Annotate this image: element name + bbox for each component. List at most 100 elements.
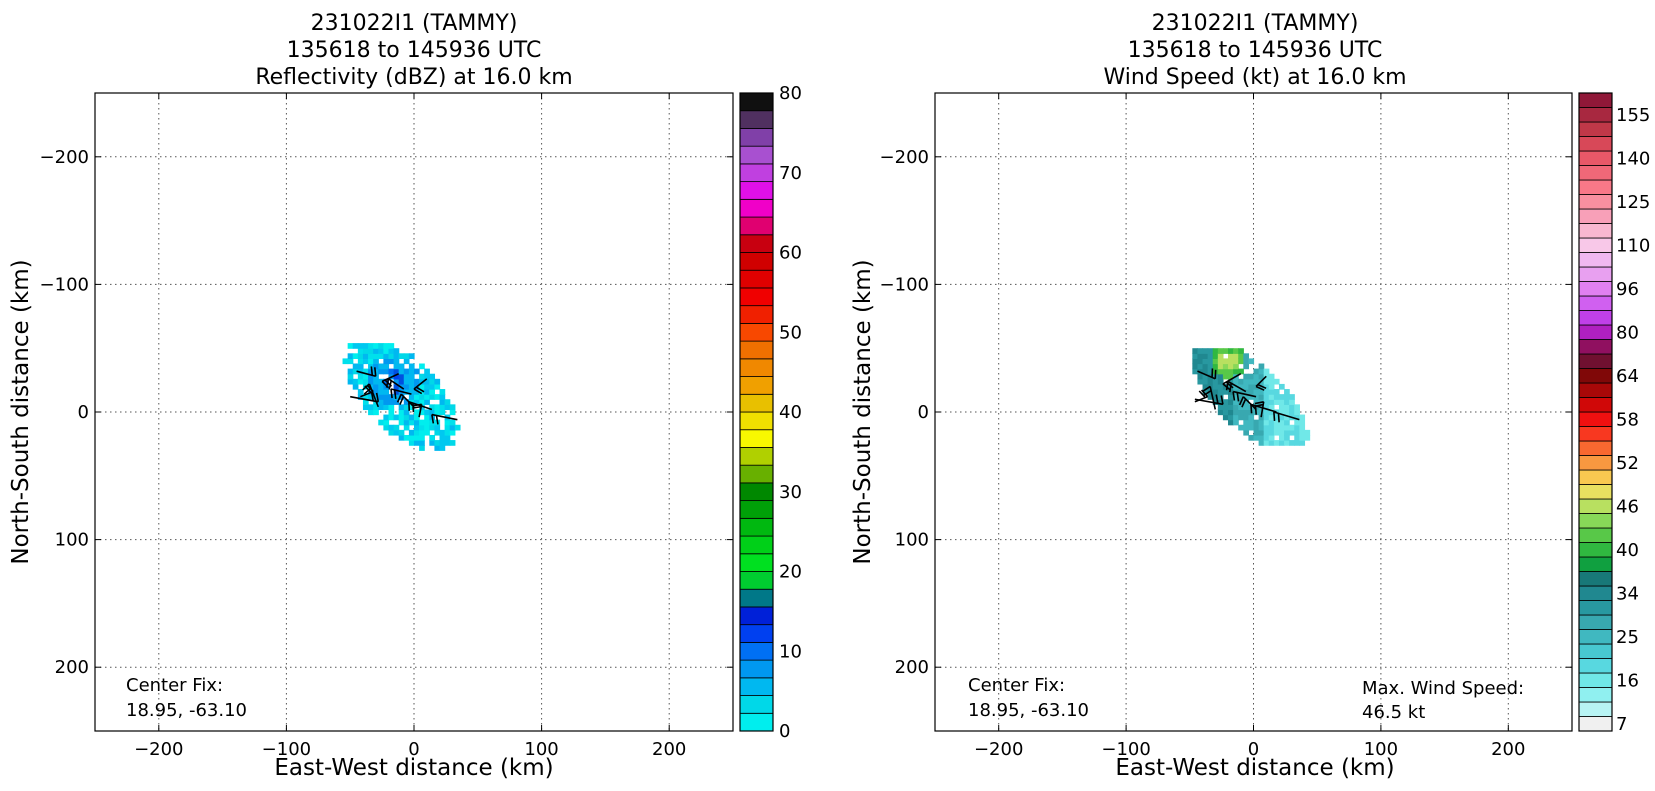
reflectivity-cell	[404, 415, 410, 421]
wind-speed-cell	[1279, 425, 1285, 431]
wind-speed-cell	[1248, 389, 1254, 395]
reflectivity-cell	[348, 358, 354, 364]
reflectivity-cell	[378, 399, 384, 405]
reflectivity-cell	[353, 364, 359, 370]
reflectivity-title-line3: Reflectivity (dBZ) at 16.0 km	[255, 65, 572, 90]
wind-speed-cell	[1294, 409, 1300, 415]
reflectivity-cell	[434, 394, 440, 400]
wind-speed-cell	[1197, 364, 1203, 370]
wind-speed-cell	[1269, 435, 1275, 441]
wind-speed-cell	[1228, 415, 1234, 421]
colorbar-segment	[1579, 485, 1612, 500]
colorbar-segment	[740, 536, 773, 554]
y-tick-label: −100	[880, 274, 929, 295]
wind-speed-cell	[1264, 440, 1270, 446]
reflectivity-cell	[399, 404, 405, 410]
reflectivity-cell	[434, 384, 440, 390]
colorbar-segment	[1579, 543, 1612, 558]
colorbar-segment	[1579, 601, 1612, 616]
colorbar-segment	[740, 572, 773, 590]
colorbar-tick-label: 60	[779, 243, 802, 264]
wind-speed-cell	[1208, 348, 1214, 354]
wind-speed-cell	[1218, 379, 1224, 385]
wind-speed-cell	[1254, 420, 1260, 426]
colorbar-segment	[1579, 369, 1612, 384]
reflectivity-cell	[383, 358, 389, 364]
reflectivity-cell	[404, 425, 410, 431]
wind-speed-cell	[1264, 389, 1270, 395]
reflectivity-cell	[348, 374, 354, 380]
reflectivity-cell	[445, 425, 451, 431]
wind-speed-cell	[1238, 353, 1244, 359]
wind-speed-cell	[1289, 440, 1295, 446]
reflectivity-cell	[424, 369, 430, 375]
reflectivity-x-axis-label: East-West distance (km)	[274, 755, 553, 781]
wind-title-line3: Wind Speed (kt) at 16.0 km	[1103, 65, 1406, 90]
colorbar-tick-label: 140	[1616, 148, 1650, 169]
reflectivity-cell	[388, 409, 394, 415]
wind-speed-cell	[1238, 348, 1244, 354]
wind-speed-cell	[1218, 384, 1224, 390]
wind-speed-cell	[1228, 364, 1234, 370]
reflectivity-cell	[373, 358, 379, 364]
reflectivity-cell	[394, 358, 400, 364]
wind-speed-cell	[1274, 399, 1280, 405]
reflectivity-cell	[434, 409, 440, 415]
wind-speed-cell	[1264, 435, 1270, 441]
wind-speed-cell	[1197, 379, 1203, 385]
reflectivity-cell	[455, 425, 461, 431]
reflectivity-cell	[419, 374, 425, 380]
reflectivity-cell	[399, 420, 405, 426]
colorbar-segment	[1579, 717, 1612, 732]
wind-speed-cell	[1243, 404, 1249, 410]
reflectivity-cell	[363, 358, 369, 364]
reflectivity-cell	[414, 440, 420, 446]
wind-speed-cell	[1284, 435, 1290, 441]
wind-speed-cell	[1218, 389, 1224, 395]
colorbar-segment	[740, 111, 773, 129]
wind-barb-flag	[391, 389, 392, 398]
wind-speed-cell	[1254, 369, 1260, 375]
reflectivity-cell	[399, 435, 405, 441]
wind-speed-cell	[1269, 425, 1275, 431]
wind-speed-cell	[1304, 435, 1310, 441]
reflectivity-cell	[424, 430, 430, 436]
reflectivity-cell	[404, 379, 410, 385]
reflectivity-cell	[399, 379, 405, 385]
wind-speed-cell	[1243, 374, 1249, 380]
wind-speed-cell	[1289, 404, 1295, 410]
wind-speed-cell	[1203, 379, 1209, 385]
reflectivity-cell	[388, 425, 394, 431]
colorbar-segment	[1579, 557, 1612, 572]
reflectivity-cell	[424, 415, 430, 421]
wind-speed-cell	[1243, 358, 1249, 364]
wind-speed-cell	[1299, 440, 1305, 446]
wind-barb-flag	[371, 366, 372, 375]
wind-speed-cell	[1228, 353, 1234, 359]
wind-speed-cell	[1264, 430, 1270, 436]
reflectivity-cell	[414, 435, 420, 441]
wind-speed-cell	[1192, 353, 1198, 359]
wind-speed-cell	[1218, 409, 1224, 415]
reflectivity-cell	[378, 404, 384, 410]
wind-speed-cell	[1233, 348, 1239, 354]
wind-speed-cell	[1259, 430, 1265, 436]
wind-speed-cell	[1299, 415, 1305, 421]
colorbar-tick-label: 40	[1616, 540, 1639, 561]
wind-speed-cell	[1238, 425, 1244, 431]
colorbar-segment	[1579, 137, 1612, 152]
wind-speed-cell	[1243, 384, 1249, 390]
colorbar-segment	[1579, 282, 1612, 297]
reflectivity-cell	[414, 409, 420, 415]
wind-speed-cell	[1208, 379, 1214, 385]
reflectivity-cell	[399, 415, 405, 421]
wind-speed-cell	[1248, 425, 1254, 431]
colorbar-segment	[740, 589, 773, 607]
colorbar-segment	[1579, 441, 1612, 456]
wind-speed-cell	[1304, 430, 1310, 436]
wind-speed-cell	[1203, 364, 1209, 370]
reflectivity-cell	[440, 399, 446, 405]
reflectivity-cell	[404, 435, 410, 441]
colorbar-segment	[1579, 296, 1612, 311]
